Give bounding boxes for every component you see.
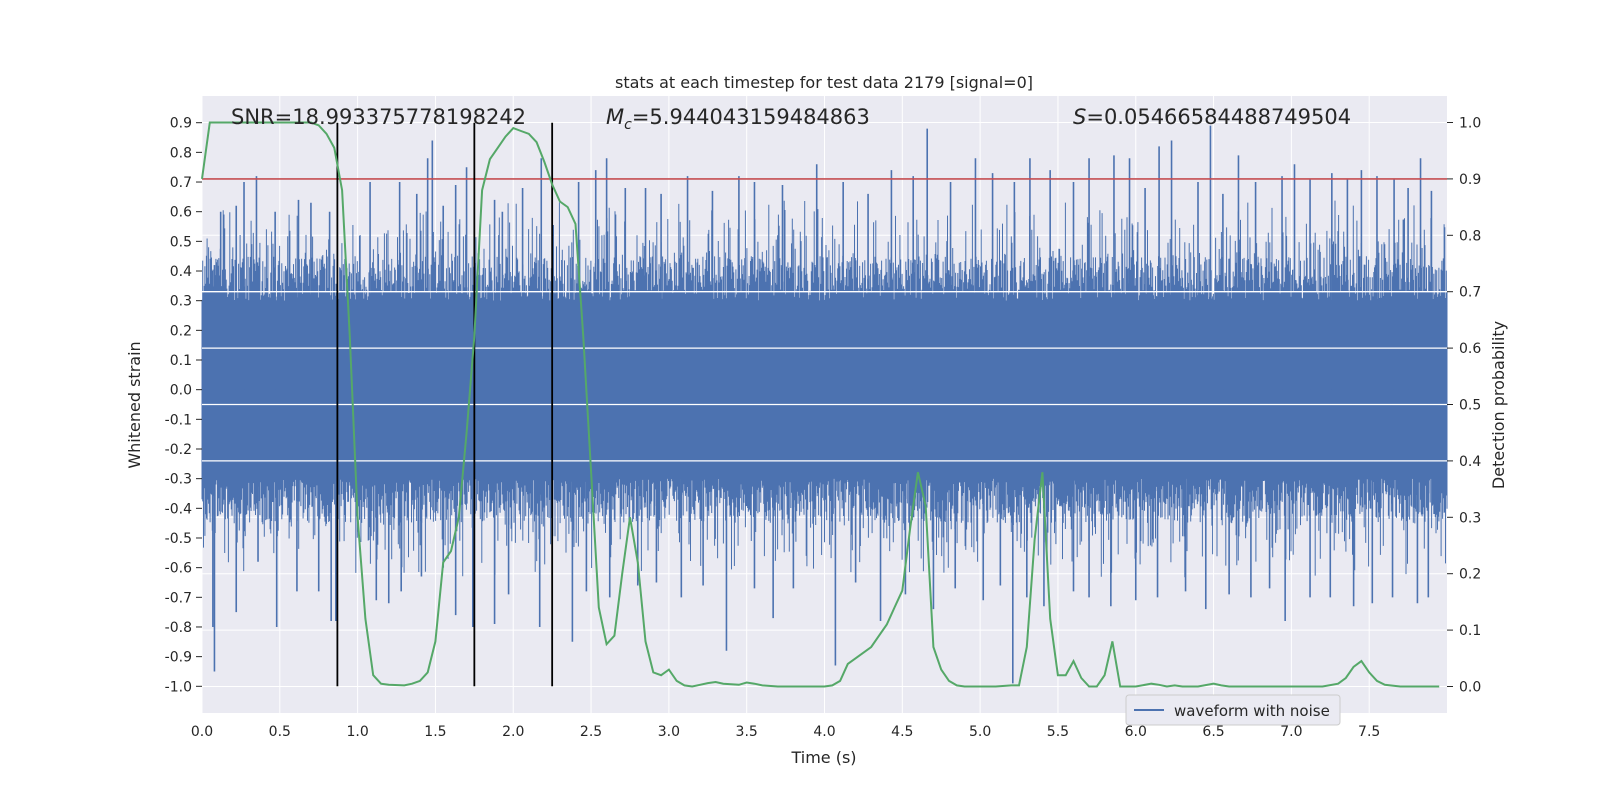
x-tick-label: 2.5 xyxy=(580,724,602,740)
y2-tick-label: 0.7 xyxy=(1459,285,1481,301)
y-tick-label: -0.1 xyxy=(165,412,192,428)
legend-label-waveform: waveform with noise xyxy=(1174,702,1330,720)
y-tick-label: -0.4 xyxy=(165,501,192,517)
s-value: =0.05466584488749504 xyxy=(1086,105,1351,129)
x-tick-label: 1.5 xyxy=(424,724,446,740)
y2-tick-label: 0.2 xyxy=(1459,567,1481,583)
snr-annotation: SNR=18.993375778198242 xyxy=(231,105,526,129)
y2-tick-label: 0.1 xyxy=(1459,623,1481,639)
y-tick-label: 0.4 xyxy=(170,264,192,280)
y-tick-label: -0.8 xyxy=(165,620,192,636)
x-tick-label: 4.5 xyxy=(891,724,913,740)
y2-tick-label: 0.3 xyxy=(1459,510,1481,526)
x-axis-label: Time (s) xyxy=(790,748,856,767)
y-tick-label: 0.2 xyxy=(170,323,192,339)
y2-tick-label: 0.5 xyxy=(1459,398,1481,414)
x-tick-label: 1.0 xyxy=(346,724,368,740)
detection-probability-line xyxy=(201,121,1440,688)
y-tick-label: -0.9 xyxy=(165,650,192,666)
y-tick-label: -0.2 xyxy=(165,442,192,458)
y-tick-label: 0.6 xyxy=(170,205,192,221)
y2-tick-label: 0.6 xyxy=(1459,341,1481,357)
x-tick-label: 5.0 xyxy=(969,724,991,740)
y-tick-label: -0.3 xyxy=(165,472,192,488)
y2-tick-label: 1.0 xyxy=(1459,116,1481,132)
x-tick-label: 0.0 xyxy=(191,724,213,740)
y-tick-label: -0.7 xyxy=(165,590,192,606)
y2-axis-label: Detection probability xyxy=(1489,321,1508,489)
x-tick-label: 3.5 xyxy=(736,724,758,740)
axes-layer: 0.0 0.5 1.0 1.5 2.0 2.5 3.0 3.5 4.0 4.5 5.0 5.5 6.0 6… xyxy=(165,116,1482,740)
mc-annotation: Mc=5.944043159484863 xyxy=(606,105,870,133)
x-tick-label: 2.0 xyxy=(502,724,524,740)
overlay-layer xyxy=(201,121,1447,688)
x-tick-label: 5.5 xyxy=(1047,724,1069,740)
y-tick-label: 0.5 xyxy=(170,234,192,250)
y2-tick-label: 0.9 xyxy=(1459,172,1481,188)
x-tick-label: 7.0 xyxy=(1280,724,1302,740)
s-annotation: S=0.05466584488749504 xyxy=(1073,105,1351,129)
y-tick-label: 0.9 xyxy=(170,116,192,132)
y-tick-label: -1.0 xyxy=(165,679,192,695)
y2-tick-label: 0.4 xyxy=(1459,454,1481,470)
y2-tick-label: 0.0 xyxy=(1459,679,1481,695)
chart-title: stats at each timestep for test data 217… xyxy=(615,73,1033,92)
x-tick-label: 3.0 xyxy=(658,724,680,740)
legend: waveform with noise xyxy=(1125,694,1341,726)
x-tick-label: 6.5 xyxy=(1202,724,1224,740)
mc-symbol: M xyxy=(606,105,624,129)
y-tick-label: 0.7 xyxy=(170,175,192,191)
s-symbol: S xyxy=(1073,105,1086,129)
y-tick-label: 0.8 xyxy=(170,145,192,161)
y-tick-label: 0.3 xyxy=(170,294,192,310)
y-tick-label: 0.1 xyxy=(170,353,192,369)
y-tick-label: 0.0 xyxy=(170,383,192,399)
mc-value: =5.944043159484863 xyxy=(632,105,870,129)
y2-tick-label: 0.8 xyxy=(1459,228,1481,244)
y-tick-label: -0.6 xyxy=(165,561,192,577)
x-tick-label: 4.0 xyxy=(813,724,835,740)
y-axis-label: Whitened strain xyxy=(125,341,144,468)
y-tick-label: -0.5 xyxy=(165,531,192,547)
strain-layer xyxy=(201,125,1448,684)
x-tick-label: 0.5 xyxy=(269,724,291,740)
mc-subscript: c xyxy=(624,117,632,133)
x-tick-label: 7.5 xyxy=(1358,724,1380,740)
x-tick-label: 6.0 xyxy=(1125,724,1147,740)
legend-box xyxy=(1125,694,1341,726)
